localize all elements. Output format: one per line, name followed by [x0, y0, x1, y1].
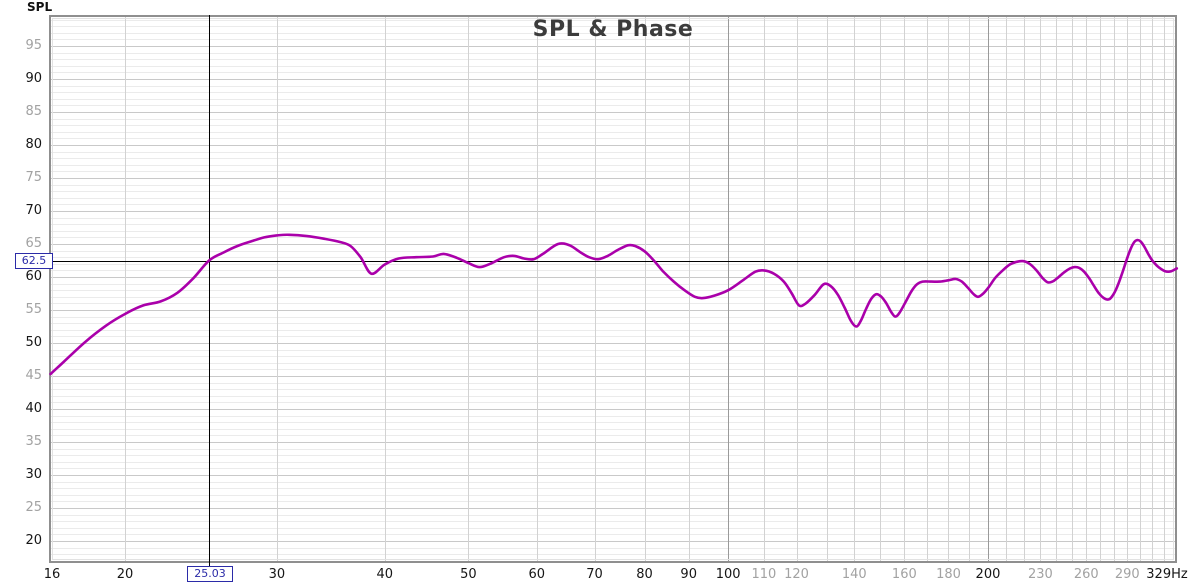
x-tick-label-260: 260 [1073, 567, 1099, 582]
x-tick-label-200: 200 [975, 567, 1001, 582]
x-tick-label-140: 140 [841, 567, 867, 582]
x-tick-label-180: 180 [936, 567, 961, 582]
y-tick-label-30: 30 [25, 467, 42, 482]
y-tick-label-70: 70 [25, 203, 42, 218]
x-tick-label-30: 30 [268, 567, 286, 582]
y-tick-label-85: 85 [25, 104, 42, 119]
x-tick-label-20: 20 [116, 567, 134, 582]
y-tick-label-20: 20 [25, 533, 42, 548]
y-tick-label-35: 35 [25, 434, 42, 449]
x-tick-label-100: 100 [715, 567, 741, 582]
y-tick-label-45: 45 [25, 368, 42, 383]
cursor-freq-readout: 25.03 [187, 566, 233, 582]
plot-frame [49, 15, 1177, 563]
x-tick-label-80: 80 [636, 567, 653, 582]
y-tick-label-60: 60 [25, 269, 42, 284]
x-tick-label-120: 120 [784, 567, 809, 582]
x-tick-label-50: 50 [460, 567, 477, 582]
y-tick-label-80: 80 [25, 137, 42, 152]
y-tick-label-75: 75 [25, 170, 42, 185]
x-tick-label-290: 290 [1114, 567, 1140, 582]
cursor-spl-readout: 62.5 [15, 253, 53, 269]
x-tick-label-16: 16 [43, 567, 61, 582]
y-tick-label-55: 55 [25, 302, 42, 317]
y-tick-label-25: 25 [25, 500, 42, 515]
x-tick-label-60: 60 [528, 567, 545, 582]
y-axis-name: SPL [27, 0, 53, 14]
y-tick-label-40: 40 [25, 401, 42, 416]
x-tick-label-160: 160 [891, 567, 917, 582]
x-tick-label-329: 329Hz [1146, 567, 1188, 582]
y-tick-label-95: 95 [25, 38, 42, 53]
frequency-response-curve [49, 233, 1179, 376]
plot-frame-highlight [52, 18, 1174, 560]
y-tick-label-90: 90 [25, 71, 42, 86]
y-tick-label-50: 50 [25, 335, 42, 350]
y-tick-label-65: 65 [25, 236, 42, 251]
chart-title: SPL & Phase [532, 17, 694, 42]
x-tick-label-230: 230 [1027, 567, 1053, 582]
x-tick-label-70: 70 [586, 567, 603, 582]
x-tick-label-90: 90 [680, 567, 697, 582]
x-tick-label-110: 110 [751, 567, 777, 582]
x-tick-label-40: 40 [376, 567, 394, 582]
